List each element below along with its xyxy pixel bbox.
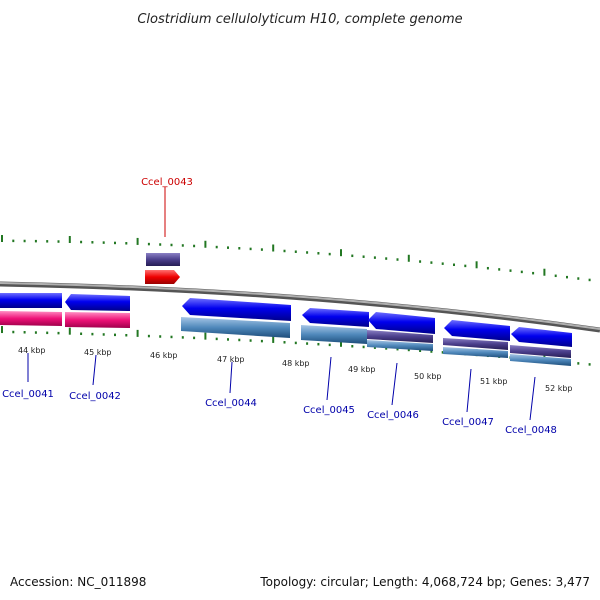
scale-labels: 44 kbp 45 kbp 46 kbp 47 kbp 48 kbp 49 kb… — [18, 346, 573, 393]
gene-feature-ccel-0043[interactable] — [145, 253, 180, 284]
genome-title: Clostridium cellulolyticum H10, complete… — [137, 12, 462, 27]
gene-label-ccel-0045[interactable]: Ccel_0045 — [303, 405, 355, 416]
gene-label-ccel-0043[interactable]: Ccel_0043 — [141, 177, 193, 188]
gene-label-ccel-0046[interactable]: Ccel_0046 — [367, 410, 419, 421]
scale-label: 49 kbp — [348, 365, 376, 374]
gene-label-ccel-0048[interactable]: Ccel_0048 — [505, 425, 557, 436]
gene-feature-ccel-0042[interactable] — [65, 294, 130, 328]
scale-label: 52 kbp — [545, 384, 573, 393]
gene-feature-ccel-0047[interactable] — [443, 320, 510, 358]
leader-line-ccel-0042 — [92, 354, 97, 386]
gene-bar-ccel-0041-magenta — [0, 311, 62, 326]
gene-bar-ccel-0043-purple — [146, 253, 180, 266]
accession-text: Accession: NC_011898 — [10, 575, 146, 589]
scale-label: 46 kbp — [150, 351, 178, 360]
genome-backbone-highlight — [0, 282, 600, 330]
scale-label: 48 kbp — [282, 359, 310, 368]
scale-label: 45 kbp — [84, 348, 112, 357]
gene-bar-ccel-0042-magenta — [65, 312, 130, 328]
gene-feature-ccel-0044[interactable] — [181, 298, 291, 338]
gene-label-ccel-0047[interactable]: Ccel_0047 — [442, 417, 494, 428]
gene-arrow-ccel-0045 — [302, 308, 369, 327]
gene-arrow-ccel-0044 — [182, 298, 291, 321]
gene-arrow-ccel-0043 — [145, 270, 180, 284]
gene-arrow-ccel-0046 — [368, 312, 435, 334]
gene-bar-ccel-0046-purple — [367, 330, 433, 343]
gene-label-ccel-0041[interactable]: Ccel_0041 — [2, 389, 54, 400]
leader-line-ccel-0046 — [391, 362, 398, 406]
gene-leaders — [27, 187, 536, 421]
gene-feature-ccel-0045[interactable] — [301, 308, 369, 344]
gene-bar-ccel-0045-steel — [301, 325, 367, 344]
leader-line-ccel-0047 — [466, 368, 472, 413]
gene-arrow-ccel-0048 — [511, 327, 572, 347]
gene-feature-ccel-0046[interactable] — [367, 312, 435, 351]
leader-line-ccel-0048 — [529, 376, 536, 421]
gene-arrow-ccel-0041 — [0, 293, 62, 308]
gene-labels: Ccel_0043 Ccel_0041 Ccel_0042 Ccel_0044 … — [2, 177, 557, 436]
leader-line-ccel-0045 — [326, 356, 332, 401]
scale-label: 47 kbp — [217, 355, 245, 364]
gene-bar-ccel-0047-purple — [443, 338, 508, 350]
scale-label: 44 kbp — [18, 346, 46, 355]
gene-arrow-ccel-0047 — [444, 320, 510, 341]
gene-feature-ccel-0041[interactable] — [0, 293, 62, 326]
gene-label-ccel-0044[interactable]: Ccel_0044 — [205, 398, 257, 409]
gene-bar-ccel-0046-steel — [367, 340, 433, 351]
gene-arrow-ccel-0042 — [65, 294, 130, 311]
outer-tick-row — [1, 235, 591, 282]
gene-label-ccel-0042[interactable]: Ccel_0042 — [69, 391, 121, 402]
gene-bar-ccel-0044-steel — [181, 317, 290, 338]
gene-feature-ccel-0048[interactable] — [510, 327, 572, 366]
scale-label: 51 kbp — [480, 377, 508, 386]
gene-bar-ccel-0048-purple — [510, 345, 571, 358]
scale-label: 50 kbp — [414, 372, 442, 381]
genome-summary-text: Topology: circular; Length: 4,068,724 bp… — [259, 575, 590, 589]
leader-line-ccel-0044 — [229, 361, 233, 394]
gene-bar-ccel-0048-steel — [510, 354, 571, 366]
genome-backbone — [0, 281, 600, 333]
gene-bar-ccel-0047-steel — [443, 347, 508, 358]
